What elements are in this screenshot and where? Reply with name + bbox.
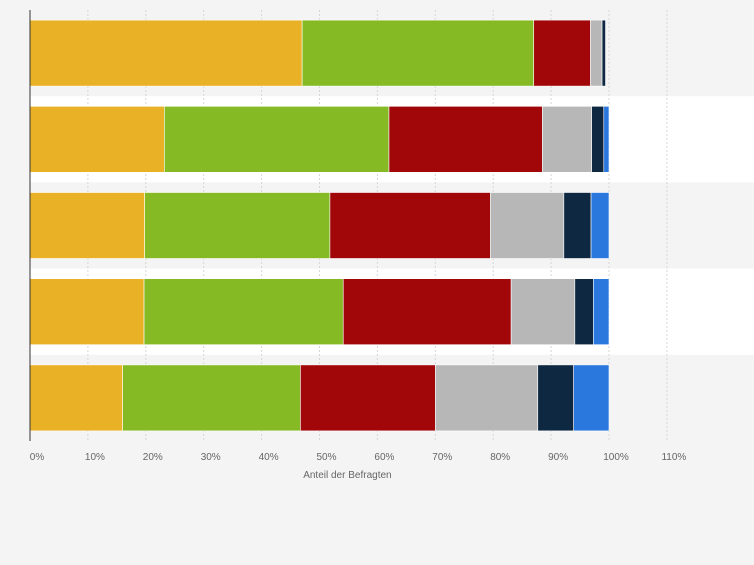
bar-segment	[300, 364, 436, 432]
bar-segment	[563, 192, 592, 259]
x-tick-label: 0%	[30, 452, 45, 463]
bar-segment	[29, 278, 145, 346]
x-tick-label: 110%	[661, 452, 686, 463]
bar-segment	[537, 364, 574, 432]
bar-segment	[542, 106, 592, 173]
bar-segment	[329, 192, 491, 259]
x-tick-label: 30%	[201, 452, 221, 463]
bar-segment	[574, 278, 594, 346]
x-tick-label: 100%	[603, 452, 629, 463]
x-tick-label: 60%	[374, 452, 394, 463]
bar-segment	[29, 106, 165, 173]
bar-segment	[388, 106, 543, 173]
bar-segment	[144, 192, 331, 259]
x-tick-label: 70%	[432, 452, 452, 463]
bar-segment	[434, 364, 539, 432]
x-tick-label: 80%	[490, 452, 510, 463]
bar-segment	[590, 192, 610, 259]
bar-segment	[143, 278, 344, 346]
bar-segment	[29, 192, 145, 259]
bars	[29, 19, 610, 432]
bar-segment	[533, 19, 591, 87]
bar-segment	[510, 278, 576, 346]
x-tick-labels: 0% 10% 20% 30% 40% 50% 60% 70% 80% 90% 100% 110%	[30, 452, 687, 463]
bar-segment	[603, 106, 610, 173]
bar-segment	[573, 364, 610, 432]
bar-segment	[590, 19, 603, 87]
bar-segment	[29, 364, 123, 432]
bar-segment	[164, 106, 390, 173]
bar-segment	[601, 19, 606, 87]
x-tick-label: 20%	[143, 452, 163, 463]
x-tick-label: 10%	[85, 452, 105, 463]
bar-segment	[490, 192, 565, 259]
bar-segment	[29, 19, 303, 87]
bar-segment	[342, 278, 512, 346]
x-axis-title: Anteil der Befragten	[303, 470, 391, 481]
bar-segment	[122, 364, 301, 432]
bar-segment	[593, 278, 610, 346]
x-tick-label: 40%	[259, 452, 279, 463]
x-tick-label: 90%	[548, 452, 568, 463]
bar-segment	[591, 106, 605, 173]
x-tick-label: 50%	[316, 452, 336, 463]
bar-segment	[301, 19, 535, 87]
